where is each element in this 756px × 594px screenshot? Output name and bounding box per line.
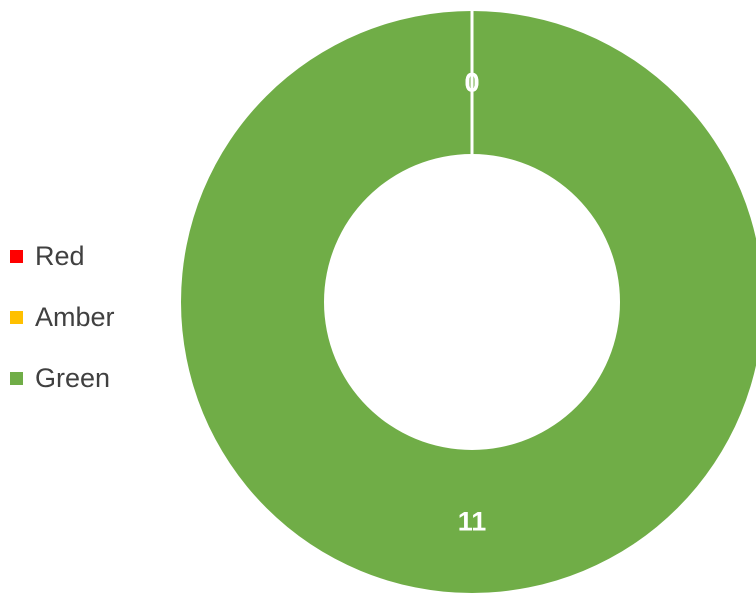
legend-item-red: Red [10,226,115,287]
legend-swatch-amber [10,311,23,324]
data-label-amber: 0 [464,68,479,98]
chart-legend: Red Amber Green [10,226,115,409]
legend-swatch-red [10,250,23,263]
legend-swatch-green [10,372,23,385]
legend-item-green: Green [10,348,115,409]
data-label-red: 0 [464,68,479,98]
legend-label-green: Green [35,363,111,393]
donut-slice-green [181,11,756,593]
legend-item-amber: Amber [10,287,115,348]
legend-label-amber: Amber [35,302,115,332]
legend-label-red: Red [35,241,85,271]
data-label-green: 11 [458,507,487,537]
